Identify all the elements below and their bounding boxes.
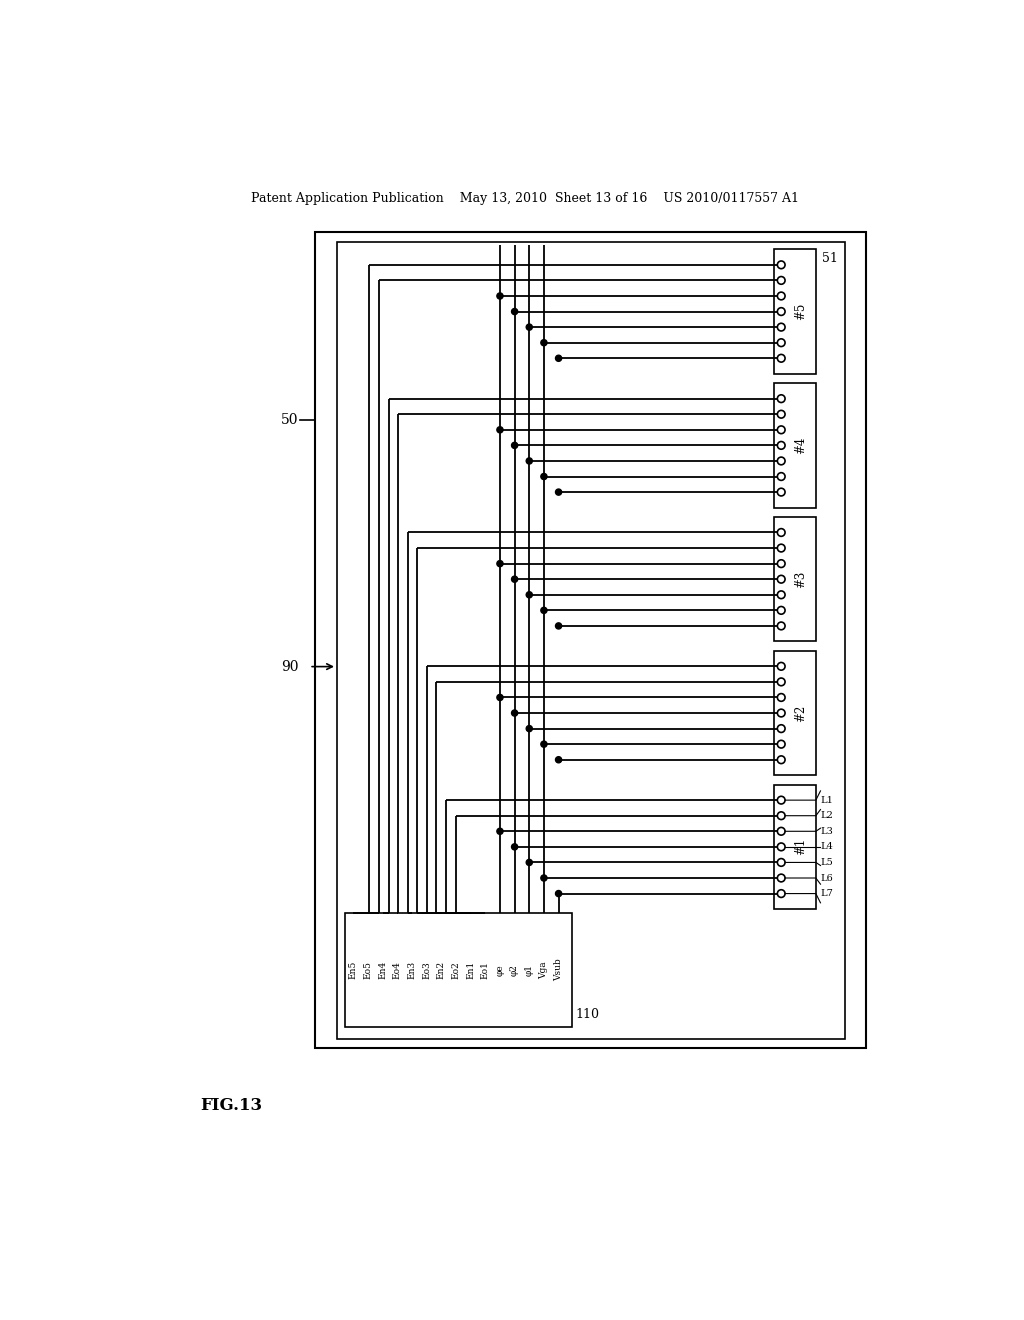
- Circle shape: [541, 607, 547, 614]
- Circle shape: [497, 426, 503, 433]
- Circle shape: [555, 355, 561, 362]
- Text: En1: En1: [466, 961, 475, 979]
- Circle shape: [497, 828, 503, 834]
- Text: #4: #4: [795, 437, 808, 454]
- Circle shape: [512, 710, 518, 717]
- Bar: [315, 231, 866, 1048]
- Circle shape: [555, 488, 561, 495]
- Text: FIG.13: FIG.13: [200, 1097, 262, 1114]
- Circle shape: [512, 576, 518, 582]
- Text: 50: 50: [281, 413, 298, 428]
- Text: Vsub: Vsub: [554, 958, 563, 981]
- Text: L5: L5: [820, 858, 834, 867]
- Circle shape: [541, 741, 547, 747]
- Bar: [773, 784, 816, 909]
- Text: En3: En3: [408, 961, 417, 979]
- Text: L4: L4: [820, 842, 834, 851]
- Circle shape: [512, 843, 518, 850]
- Circle shape: [541, 339, 547, 346]
- Text: L3: L3: [820, 826, 834, 836]
- Text: L2: L2: [820, 812, 834, 820]
- Text: Eo3: Eo3: [422, 961, 431, 979]
- Circle shape: [541, 474, 547, 479]
- Circle shape: [512, 309, 518, 314]
- Text: L6: L6: [820, 874, 834, 883]
- Text: φe: φe: [496, 964, 505, 975]
- Bar: [345, 913, 571, 1027]
- Text: #1: #1: [795, 838, 808, 855]
- Text: Eo2: Eo2: [452, 961, 461, 979]
- Text: Patent Application Publication    May 13, 2010  Sheet 13 of 16    US 2010/011755: Patent Application Publication May 13, 2…: [251, 191, 799, 205]
- Text: L1: L1: [820, 796, 834, 805]
- Text: En4: En4: [378, 961, 387, 979]
- Bar: [773, 249, 816, 374]
- Circle shape: [541, 875, 547, 880]
- Circle shape: [555, 756, 561, 763]
- Circle shape: [512, 442, 518, 449]
- Text: #2: #2: [795, 705, 808, 722]
- Circle shape: [555, 891, 561, 896]
- Circle shape: [526, 591, 532, 598]
- Text: Vga: Vga: [540, 961, 549, 979]
- Circle shape: [526, 323, 532, 330]
- Text: φ1: φ1: [524, 964, 534, 975]
- Text: Eo1: Eo1: [481, 961, 489, 979]
- Circle shape: [497, 293, 503, 300]
- Bar: [773, 517, 816, 642]
- Bar: [773, 383, 816, 508]
- Text: En5: En5: [349, 961, 358, 979]
- Bar: [337, 242, 845, 1039]
- Text: #3: #3: [795, 570, 808, 587]
- Text: 110: 110: [575, 1007, 600, 1020]
- Circle shape: [497, 694, 503, 701]
- Text: 51: 51: [822, 252, 838, 265]
- Circle shape: [526, 458, 532, 465]
- Text: #5: #5: [795, 302, 808, 321]
- Circle shape: [526, 859, 532, 866]
- Circle shape: [555, 623, 561, 630]
- Text: En2: En2: [437, 961, 445, 979]
- Text: φ2: φ2: [510, 964, 519, 975]
- Bar: [773, 651, 816, 775]
- Circle shape: [497, 561, 503, 566]
- Text: Eo5: Eo5: [364, 961, 373, 979]
- Text: 90: 90: [281, 660, 298, 673]
- Text: Eo4: Eo4: [393, 961, 401, 979]
- Text: L7: L7: [820, 890, 834, 898]
- Circle shape: [526, 726, 532, 731]
